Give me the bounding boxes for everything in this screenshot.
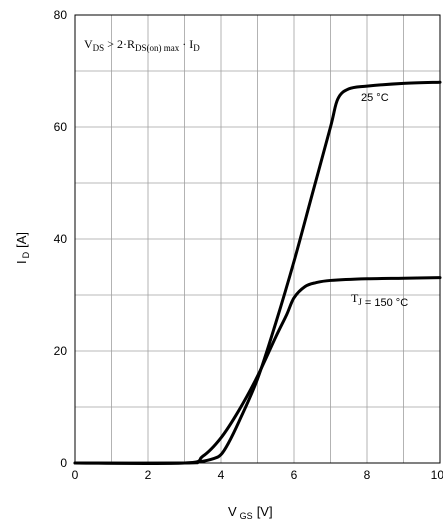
curve-25c (73, 80, 442, 465)
y-axis-title: ID[A] (14, 232, 31, 264)
curve-150c (73, 276, 442, 465)
y-tick-label: 20 (54, 344, 68, 358)
y-tick-label: 60 (54, 120, 68, 134)
grid-layer (74, 14, 441, 464)
y-tick-label: 0 (60, 456, 67, 470)
x-axis-title: V GS [V] (228, 504, 273, 521)
curves-layer (73, 80, 442, 465)
x-tick-label: 4 (218, 468, 225, 482)
tick-labels: 0 2 4 6 8 10 0 20 40 60 80 (54, 8, 443, 482)
x-tick-label: 8 (364, 468, 371, 482)
curve-label-150c: TJ = 150 °C (351, 291, 408, 309)
y-tick-label: 80 (54, 8, 68, 22)
x-tick-label: 6 (291, 468, 298, 482)
curve-label-25c: 25 °C (361, 92, 389, 104)
x-tick-label: 0 (72, 468, 79, 482)
condition-annotation: VDS > 2·RDS(on) max · ID (84, 37, 200, 53)
x-tick-label: 10 (431, 468, 443, 482)
plot-frame (74, 14, 441, 464)
y-tick-label: 40 (54, 232, 68, 246)
x-tick-label: 2 (145, 468, 152, 482)
